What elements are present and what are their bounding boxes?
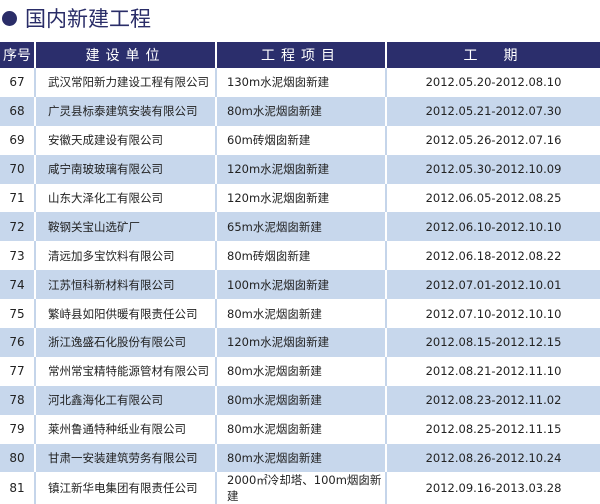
row-period: 2012.08.25-2012.11.15: [385, 414, 600, 444]
row-period: 2012.08.21-2012.11.10: [385, 356, 600, 386]
header-period: 工 期: [385, 42, 600, 68]
row-project: 2000㎡冷却塔、100m烟囱新建: [215, 472, 386, 504]
section-title: 国内新建工程: [2, 2, 151, 34]
section-title-text: 国内新建工程: [25, 7, 151, 31]
table-row: 74 江苏恒科新材料有限公司 100m水泥烟囱新建 2012.07.01-2012.1…: [0, 270, 600, 300]
table-row: 79 莱州鲁通特种纸业有限公司 80m水泥烟囱新建 2012.08.25-2012.1…: [0, 414, 600, 444]
row-unit: 常州常宝精特能源管材有限公司: [34, 356, 216, 386]
table-header: 序号 建设单位 工程项目 工 期: [0, 42, 600, 68]
row-index: 69: [9, 133, 25, 148]
table-row: 70 咸宁南玻玻璃有限公司 120m水泥烟囱新建 2012.05.30-2012.10…: [0, 154, 600, 184]
row-index: 77: [9, 364, 25, 379]
row-index: 67: [9, 75, 25, 90]
table-row: 69 安徽天成建设有限公司 60m砖烟囱新建 2012.05.26-2012.07.1…: [0, 125, 600, 155]
table-row: 77 常州常宝精特能源管材有限公司 80m水泥烟囱新建 2012.08.21-2012…: [0, 356, 600, 386]
row-unit: 镇江新华电集团有限责任公司: [34, 472, 216, 504]
table-row: 76 浙江逸盛石化股份有限公司 120m水泥烟囱新建 2012.08.15-2012.…: [0, 328, 600, 357]
row-period: 2012.06.05-2012.08.25: [385, 183, 600, 213]
row-unit: 浙江逸盛石化股份有限公司: [34, 328, 216, 357]
row-index: 72: [0, 212, 35, 242]
row-project: 80m水泥烟囱新建: [215, 443, 386, 473]
row-period: 2012.08.23-2012.11.02: [385, 385, 600, 415]
header-unit: 建设单位: [34, 42, 216, 68]
row-period: 2012.08.26-2012.10.24: [385, 443, 600, 473]
row-project: 130m水泥烟囱新建: [215, 68, 386, 97]
table-row: 72 鞍钢关宝山选矿厂 65m水泥烟囱新建 2012.06.10-2012.10.10: [0, 212, 600, 242]
row-unit: 繁峙县如阳供暖有限责任公司: [34, 299, 216, 329]
row-period: 2012.05.30-2012.10.09: [385, 154, 600, 184]
row-period: 2012.05.21-2012.07.30: [385, 96, 600, 126]
row-project: 100m水泥烟囱新建: [215, 270, 386, 300]
row-unit: 安徽天成建设有限公司: [34, 125, 216, 155]
row-project: 80m水泥烟囱新建: [215, 414, 386, 444]
table-row: 68 广灵县标泰建筑安装有限公司 80m水泥烟囱新建 2012.05.21-2012.…: [0, 96, 600, 126]
row-index: 80: [0, 443, 35, 473]
row-unit: 武汉常阳新力建设工程有限公司: [34, 68, 216, 97]
row-unit: 莱州鲁通特种纸业有限公司: [34, 414, 216, 444]
row-unit: 甘肃一安装建筑劳务有限公司: [34, 443, 216, 473]
row-period: 2012.06.10-2012.10.10: [385, 212, 600, 242]
header-index: 序号: [0, 42, 35, 68]
row-unit: 河北鑫海化工有限公司: [34, 385, 216, 415]
row-project: 120m水泥烟囱新建: [215, 328, 386, 357]
row-project: 120m水泥烟囱新建: [215, 183, 386, 213]
table-row: 81 镇江新华电集团有限责任公司 2000㎡冷却塔、100m烟囱新建 2012.09.…: [0, 472, 600, 504]
row-project: 80m水泥烟囱新建: [215, 299, 386, 329]
row-unit: 清远加多宝饮料有限公司: [34, 241, 216, 271]
row-index: 74: [0, 270, 35, 300]
projects-table: 序号 建设单位 工程项目 工 期 67 武汉常阳新力建设工程有限公司 130m水泥烟…: [0, 42, 600, 504]
row-index: 68: [0, 96, 35, 126]
row-project: 120m水泥烟囱新建: [215, 154, 386, 184]
table-row: 75 繁峙县如阳供暖有限责任公司 80m水泥烟囱新建 2012.07.10-2012.…: [0, 299, 600, 329]
table-row: 71 山东大泽化工有限公司 120m水泥烟囱新建 2012.06.05-2012.08…: [0, 183, 600, 213]
row-unit: 鞍钢关宝山选矿厂: [34, 212, 216, 242]
row-project: 80m水泥烟囱新建: [215, 356, 386, 386]
row-index: 71: [9, 191, 25, 205]
row-period: 2012.07.10-2012.10.10: [385, 299, 600, 329]
row-period: 2012.09.16-2013.03.28: [385, 472, 600, 504]
table-row: 80 甘肃一安装建筑劳务有限公司 80m水泥烟囱新建 2012.08.26-2012.…: [0, 443, 600, 473]
header-project: 工程项目: [215, 42, 386, 68]
row-project: 80m水泥烟囱新建: [215, 385, 386, 415]
table-row: 73 清远加多宝饮料有限公司 80m砖烟囱新建 2012.06.18-2012.08.…: [0, 241, 600, 271]
row-unit: 山东大泽化工有限公司: [34, 183, 216, 213]
row-unit: 咸宁南玻玻璃有限公司: [34, 154, 216, 184]
row-unit: 广灵县标泰建筑安装有限公司: [34, 96, 216, 126]
row-period: 2012.07.01-2012.10.01: [385, 270, 600, 300]
row-unit: 江苏恒科新材料有限公司: [34, 270, 216, 300]
bullet-icon: [2, 10, 17, 26]
row-index: 76: [0, 328, 35, 357]
row-period: 2012.06.18-2012.08.22: [385, 241, 600, 271]
row-index: 81: [9, 481, 25, 496]
row-project: 80m砖烟囱新建: [215, 241, 386, 271]
row-index: 70: [0, 154, 35, 184]
table-row: 78 河北鑫海化工有限公司 80m水泥烟囱新建 2012.08.23-2012.11.…: [0, 385, 600, 415]
row-index: 79: [9, 422, 25, 437]
row-project: 80m水泥烟囱新建: [215, 96, 386, 126]
row-period: 2012.05.20-2012.08.10: [385, 68, 600, 97]
row-period: 2012.08.15-2012.12.15: [385, 328, 600, 357]
row-period: 2012.05.26-2012.07.16: [385, 125, 600, 155]
row-project: 65m水泥烟囱新建: [215, 212, 386, 242]
row-index: 73: [9, 248, 25, 263]
row-index: 75: [9, 306, 25, 321]
table-row: 67 武汉常阳新力建设工程有限公司 130m水泥烟囱新建 2012.05.20-201…: [0, 68, 600, 97]
row-index: 78: [0, 385, 35, 415]
row-project: 60m砖烟囱新建: [215, 125, 386, 155]
